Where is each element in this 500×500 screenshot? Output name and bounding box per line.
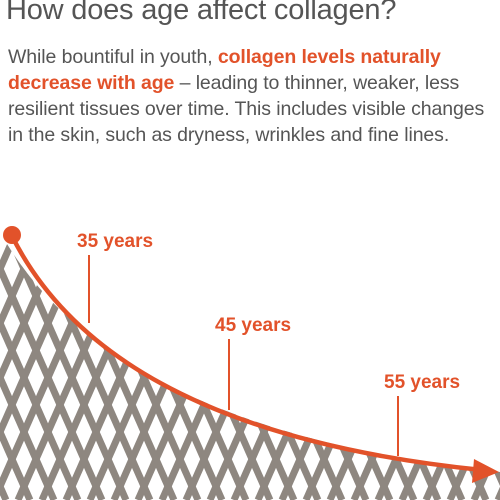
label-45-years: 45 years	[215, 315, 291, 336]
collagen-fiber	[0, 232, 34, 500]
collagen-fiber	[170, 232, 298, 500]
label-55-years: 55 years	[384, 372, 460, 393]
curve-arrowhead	[472, 459, 499, 483]
collagen-fiber	[146, 232, 274, 500]
page-title: How does age affect collagen?	[6, 0, 397, 26]
collagen-fibers	[0, 232, 500, 500]
collagen-fiber	[98, 232, 226, 500]
collagen-fiber	[398, 232, 500, 500]
collagen-fiber	[50, 232, 178, 500]
rest-text: – leading to thinner, weaker, less resil…	[8, 72, 485, 146]
collagen-fiber	[218, 232, 346, 500]
curve-start-dot	[3, 226, 21, 244]
collagen-fiber	[410, 232, 500, 500]
collagen-fiber	[266, 232, 394, 500]
collagen-fiber	[0, 232, 82, 500]
collagen-fiber	[470, 232, 500, 500]
decline-curve	[9, 233, 485, 473]
collagen-fiber	[2, 232, 130, 500]
label-35-years: 35 years	[77, 231, 153, 252]
collagen-fiber	[194, 232, 322, 500]
intro-paragraph: While bountiful in youth, collagen level…	[8, 44, 498, 148]
collagen-fiber	[74, 232, 202, 500]
collagen-fiber	[362, 232, 490, 500]
collagen-fiber	[0, 232, 106, 500]
collagen-fiber	[0, 232, 58, 500]
collagen-fiber	[422, 232, 500, 500]
collagen-fiber	[242, 232, 370, 500]
collagen-fiber	[446, 232, 500, 500]
collagen-fiber	[0, 232, 46, 500]
intro-text: While bountiful in youth,	[8, 46, 218, 68]
highlight-text: collagen levels naturally decrease with …	[8, 46, 441, 94]
collagen-fiber	[314, 232, 442, 500]
